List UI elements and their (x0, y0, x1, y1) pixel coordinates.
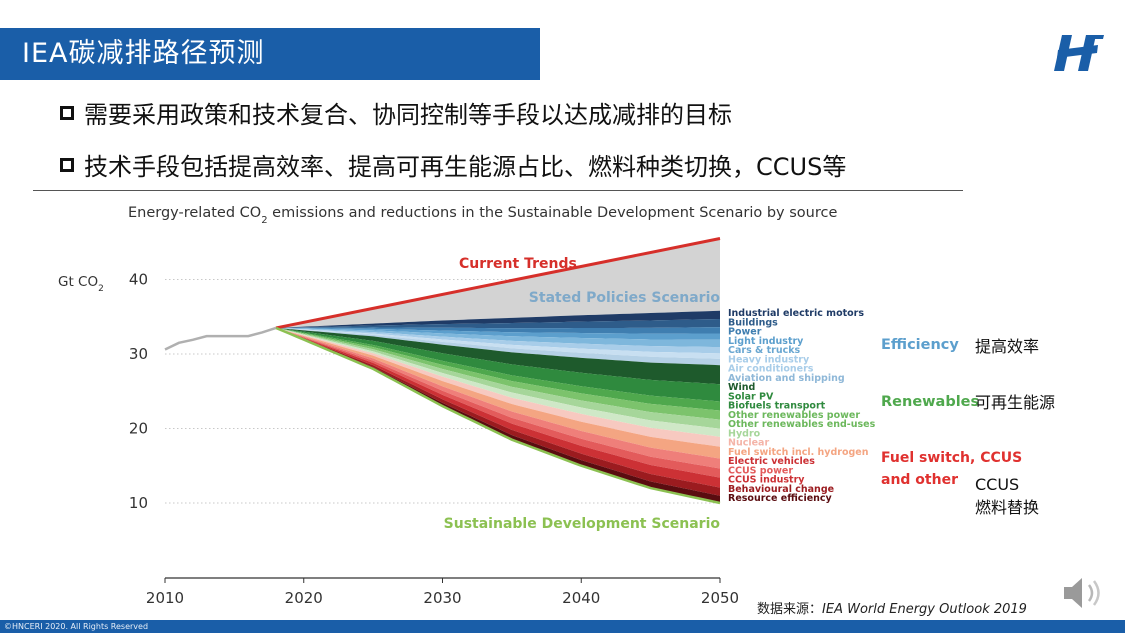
chart-plot-group: Energy-related CO2 emissions and reducti… (58, 205, 1055, 607)
wedge-label: Hydro (728, 428, 761, 439)
wedge-label: Behavioural change (728, 484, 834, 495)
wedge-fuel-switch-incl-hydrogen (276, 327, 720, 459)
slide-title: IEA碳减排路径预测 (0, 28, 540, 80)
wedge-label: Solar PV (728, 391, 774, 402)
wedge-light-industry (276, 327, 720, 340)
x-tick-label: 2020 (285, 589, 323, 607)
wedge-label: Light industry (728, 336, 804, 347)
y-tick-label: 30 (129, 345, 148, 363)
group-label-fuel-switch-line2: and other (881, 472, 958, 488)
source-prefix: 数据来源： (757, 602, 823, 617)
historical-line (164, 326, 277, 351)
wedge-heavy-industry (276, 327, 720, 354)
wedge-behavioural-change (276, 327, 720, 496)
square-bullet-icon (60, 105, 74, 120)
wedge-wind (276, 327, 720, 385)
y-tick-label: 40 (129, 271, 148, 289)
group-label-renewables: Renewables (881, 394, 979, 410)
wedge-cars-trucks (276, 327, 720, 348)
sustainable-development-line (275, 326, 721, 505)
group-translation-fuel-switch: 燃料替换 (975, 498, 1039, 517)
wedge-hydro (276, 327, 720, 437)
sustainable-development-label: Sustainable Development Scenario (444, 516, 721, 532)
group-label-fuel-switch-line1: Fuel switch, CCUS (881, 450, 1022, 466)
data-source: 数据来源：IEA World Energy Outlook 2019 (757, 598, 1027, 617)
wedge-label: Air conditioners (728, 364, 814, 375)
wedge-ccus-power (276, 327, 720, 478)
emissions-chart: Energy-related CO2 emissions and reducti… (58, 205, 1055, 607)
speaker-icon[interactable] (1062, 573, 1112, 613)
bullet-text: 需要采用政策和技术复合、协同控制等手段以达成减排的目标 (84, 101, 732, 129)
bullet-text: 技术手段包括提高效率、提高可再生能源占比、燃料种类切换，CCUS等 (84, 153, 847, 181)
group-label-efficiency: Efficiency (881, 337, 959, 353)
stated-policies-label: Stated Policies Scenario (529, 290, 721, 306)
wedge-biofuels-transport (276, 327, 720, 411)
wedge-label: Buildings (728, 317, 778, 328)
wedge-power (276, 327, 720, 334)
wedge-label: CCUS industry (728, 475, 805, 486)
wedge-label: Electric vehicles (728, 456, 815, 467)
wedge-industrial-electric-motors (276, 310, 720, 328)
group-translation-efficiency: 提高效率 (975, 337, 1039, 356)
x-tick-label: 2030 (423, 589, 461, 607)
wedge-label: Nuclear (728, 438, 769, 449)
wedge-label: Resource efficiency (728, 493, 833, 504)
wedge-buildings (276, 318, 720, 329)
wedge-label: Cars & trucks (728, 345, 801, 356)
wedge-label: Industrial electric motors (728, 308, 864, 319)
wedge-aviation-and-shipping (276, 327, 720, 366)
bullet-item: 技术手段包括提高效率、提高可再生能源占比、燃料种类切换，CCUS等 (60, 147, 846, 182)
wedge-air-conditioners (276, 327, 720, 359)
group-translation-ccus: CCUS (975, 475, 1019, 494)
wedge-label: Fuel switch incl. hydrogen (728, 447, 869, 458)
wedge-label: Heavy industry (728, 354, 810, 365)
wedge-label: Wind (728, 382, 755, 393)
wedge-other-renewables-power (276, 327, 720, 420)
x-tick-label: 2050 (701, 589, 739, 607)
x-tick-label: 2040 (562, 589, 600, 607)
wedge-label: Other renewables end-uses (728, 419, 876, 430)
bullet-item: 需要采用政策和技术复合、协同控制等手段以达成减排的目标 (60, 95, 732, 130)
square-bullet-icon (60, 157, 74, 172)
wedge-label: Biofuels transport (728, 401, 826, 412)
h-logo-icon (1054, 35, 1104, 71)
wedge-label: Aviation and shipping (728, 373, 845, 384)
current-trends-label: Current Trends (459, 256, 577, 272)
divider (33, 190, 963, 191)
wedge-solar-pv (276, 327, 720, 402)
footer-copyright: ©HNCERI 2020. All Rights Reserved (0, 620, 1125, 633)
wedge-label: CCUS power (728, 465, 793, 476)
y-tick-label: 10 (129, 494, 148, 512)
x-tick-label: 2010 (146, 589, 184, 607)
chart-title: Energy-related CO2 emissions and reducti… (128, 205, 837, 226)
source-work: IEA World Energy Outlook 2019 (822, 602, 1027, 617)
wedge-label: Power (728, 327, 762, 338)
wedge-nuclear (276, 327, 720, 447)
y-axis-label: Gt CO2 (58, 274, 104, 294)
wedge-label: Other renewables power (728, 410, 860, 421)
current-trends-line (275, 237, 721, 330)
wedge-other-renewables-end-uses (276, 327, 720, 429)
y-tick-label: 20 (129, 420, 148, 438)
wedge-ccus-industry (276, 327, 720, 488)
group-translation-renewables: 可再生能源 (975, 393, 1055, 412)
wedge-electric-vehicles (276, 327, 720, 469)
